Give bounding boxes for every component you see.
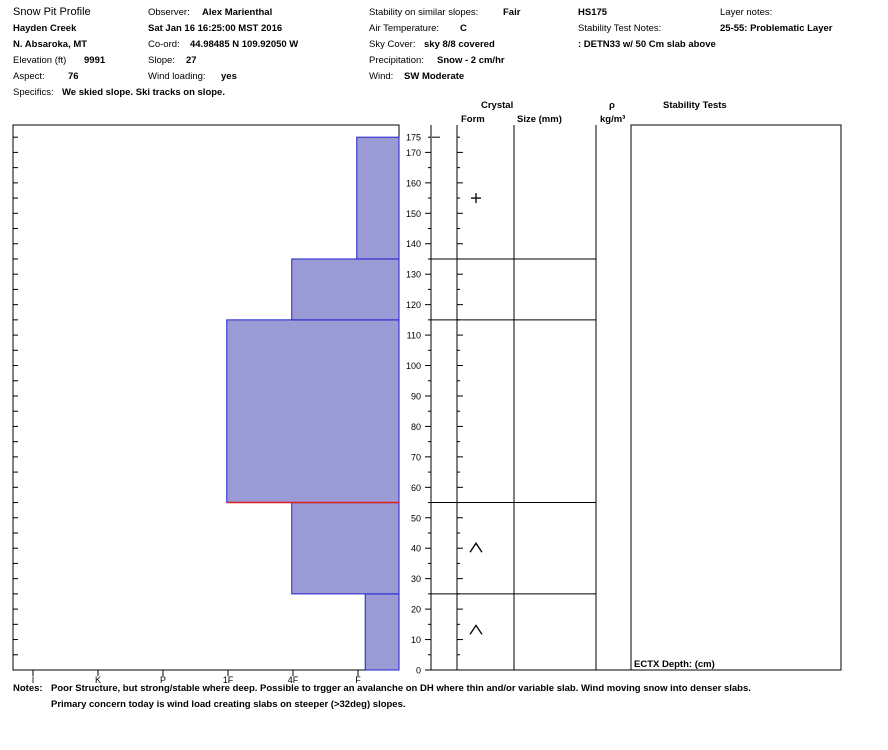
hardness-layer (291, 258, 400, 321)
stability-notes-label: Stability Test Notes: (578, 23, 662, 34)
notes-line-1: Poor Structure, but strong/stable where … (51, 683, 751, 694)
stability-test-entry: ECTX Depth: (cm) (634, 659, 715, 670)
height-tick-label: 100 (406, 361, 421, 371)
grain-symbol-caret (469, 624, 483, 635)
rho-header: ρ (609, 100, 615, 111)
height-tick-label: 10 (411, 635, 421, 645)
hardness-tick-label: 1F (223, 675, 234, 685)
height-tick-label: 50 (411, 513, 421, 523)
height-tick-label: 0 (416, 666, 421, 676)
hardness-tick-label: F (355, 675, 361, 685)
height-tick-label: 60 (411, 483, 421, 493)
air-temp-value: C (460, 23, 467, 34)
hardness-plot-left-ticks (13, 136, 18, 671)
grain-symbols (469, 193, 483, 635)
layer-boundaries (431, 258, 596, 595)
hardness-layer (226, 319, 400, 504)
observation-datetime: Sat Jan 16 16:25:00 MST 2016 (148, 23, 283, 34)
range: N. Absaroka, MT (13, 39, 88, 50)
height-tick-label: 130 (406, 270, 421, 280)
stability-tests-header: Stability Tests (663, 100, 727, 111)
size-header: Size (mm) (517, 114, 562, 125)
height-tick-label: 170 (406, 148, 421, 158)
hardness-tick-label: I (32, 675, 35, 685)
height-axis: 0 10 20 30 40 50 60 70 80 90 100 110 120 130 140 150 160… (406, 133, 463, 676)
specifics-value: We skied slope. Ski tracks on slope. (62, 87, 225, 98)
wind-loading-value: yes (221, 71, 237, 82)
notes-label: Notes: (13, 683, 43, 694)
height-tick-label: 120 (406, 300, 421, 310)
crystal-table (431, 124, 842, 671)
hardness-layer (356, 136, 400, 260)
height-tick-label: 90 (411, 391, 421, 401)
height-tick-label: 160 (406, 178, 421, 188)
height-tick-label: 40 (411, 544, 421, 554)
wind-label: Wind: (369, 71, 394, 82)
page-title: Snow Pit Profile (13, 6, 91, 18)
hardness-axis: I K P 1F 4F F (32, 670, 361, 685)
elevation-value: 9991 (84, 55, 106, 66)
height-tick-label: 30 (411, 574, 421, 584)
coord-label: Co-ord: (148, 39, 180, 50)
observer-value: Alex Marienthal (202, 7, 273, 18)
precip-label: Precipitation: (369, 55, 424, 66)
aspect-value: 76 (68, 71, 79, 82)
observer-label: Observer: (148, 7, 190, 18)
layer-notes-value: 25-55: Problematic Layer (720, 23, 833, 34)
coord-value: 44.98485 N 109.92050 W (190, 39, 299, 50)
precip-value: Snow - 2 cm/hr (437, 55, 505, 66)
hardness-tick-label: P (160, 675, 166, 685)
hardness-tick-label: 4F (288, 675, 299, 685)
hardness-layer (291, 502, 400, 595)
hardness-layer (364, 593, 400, 671)
height-tick-label: 140 (406, 239, 421, 249)
notes-line-2: Primary concern today is wind load creat… (51, 699, 406, 710)
location: Hayden Creek (13, 23, 77, 34)
specifics-label: Specifics: (13, 87, 54, 98)
height-tick-label: 110 (407, 331, 421, 341)
stability-tests-frame (630, 124, 842, 671)
density-unit-header: kg/m³ (600, 114, 626, 125)
hardness-layers (226, 136, 400, 671)
wind-value: SW Moderate (404, 71, 465, 82)
crystal-header: Crystal (481, 100, 514, 111)
grain-symbol-caret (469, 542, 483, 553)
stability-label: Stability on similar slopes: (369, 7, 479, 18)
snow-depth: HS175 (578, 7, 608, 18)
height-tick-label: 20 (411, 605, 421, 615)
height-tick-label: 175 (406, 133, 421, 143)
elevation-label: Elevation (ft) (13, 55, 67, 66)
slope-label: Slope: (148, 55, 175, 66)
aspect-label: Aspect: (13, 71, 45, 82)
height-tick-label: 150 (406, 209, 421, 219)
stability-value: Fair (503, 7, 521, 18)
sky-label: Sky Cover: (369, 39, 416, 50)
slope-value: 27 (186, 55, 197, 66)
form-header: Form (461, 114, 485, 125)
hardness-tick-label: K (95, 675, 101, 685)
air-temp-label: Air Temperature: (369, 23, 440, 34)
height-tick-label: 70 (411, 452, 421, 462)
stability-notes-value: : DETN33 w/ 50 Cm slab above (578, 39, 716, 50)
wind-loading-label: Wind loading: (148, 71, 206, 82)
layer-notes-label: Layer notes: (720, 7, 773, 18)
height-tick-label: 80 (411, 422, 421, 432)
sky-value: sky 8/8 covered (424, 39, 495, 50)
